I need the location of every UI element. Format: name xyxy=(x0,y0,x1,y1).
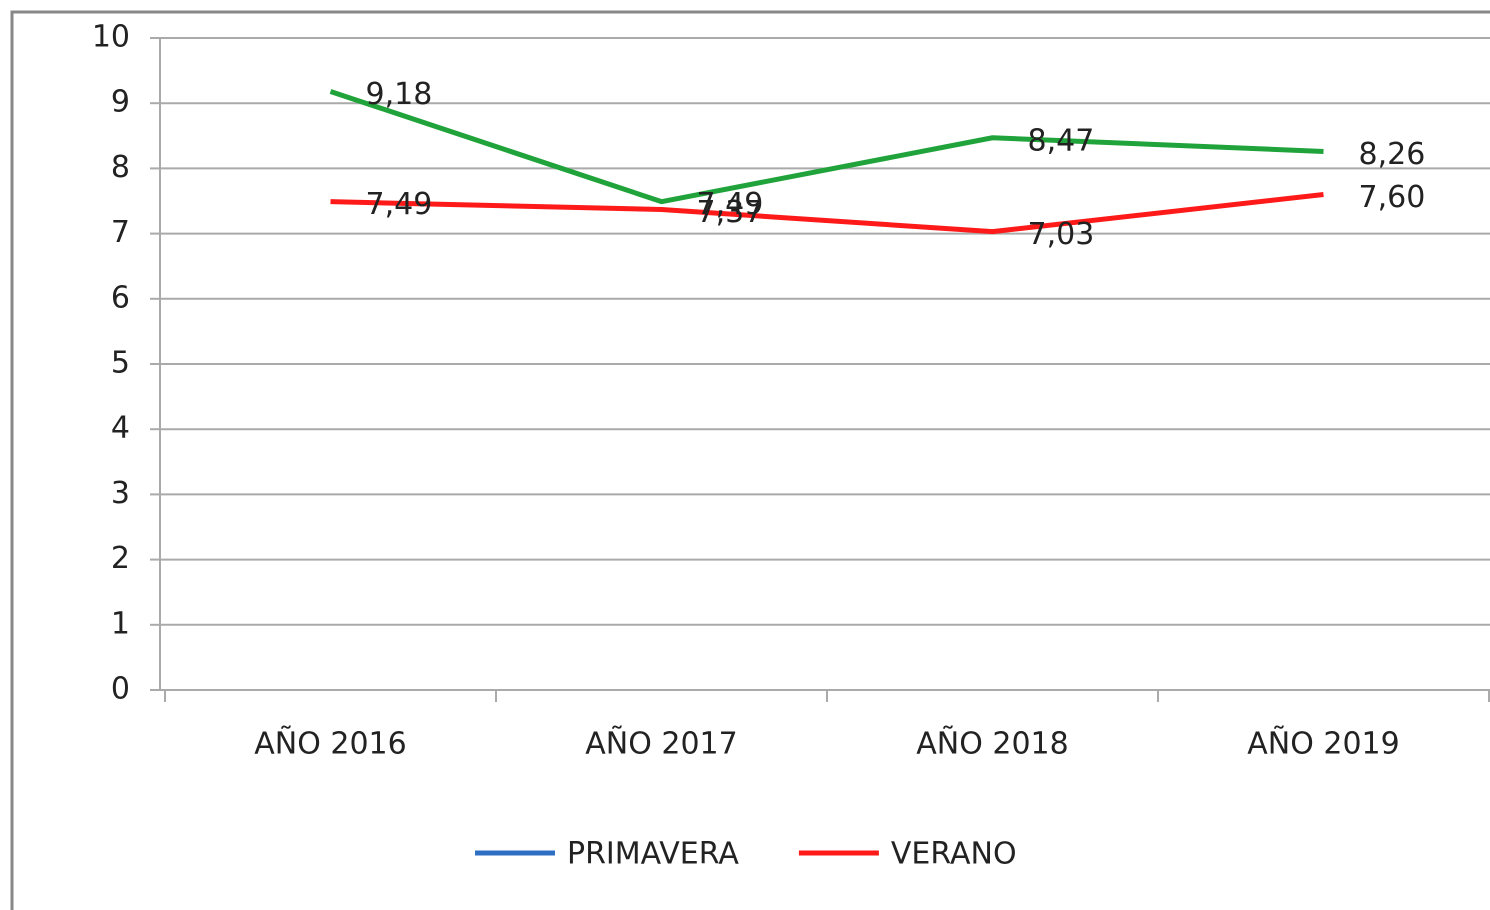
series-line xyxy=(329,89,1324,205)
y-tick-label: 2 xyxy=(111,541,130,576)
data-label: 7,49 xyxy=(366,187,433,222)
y-tick-label: 0 xyxy=(111,672,130,707)
data-label: 8,26 xyxy=(1359,137,1426,172)
data-label: 7,37 xyxy=(697,195,764,230)
data-label: 7,03 xyxy=(1028,217,1095,252)
y-tick-label: 1 xyxy=(111,606,130,641)
data-label: 7,60 xyxy=(1359,180,1426,215)
x-tick-label: AÑO 2019 xyxy=(1247,726,1399,762)
grid xyxy=(150,37,1490,702)
y-tick-label: 3 xyxy=(111,476,130,511)
x-tick-label: AÑO 2017 xyxy=(585,726,737,762)
chart-border xyxy=(10,10,1490,910)
y-tick-label: 4 xyxy=(111,411,130,446)
data-label: 8,47 xyxy=(1028,123,1095,158)
y-tick-label: 6 xyxy=(111,280,130,315)
y-tick-label: 5 xyxy=(111,346,130,381)
data-label: 9,18 xyxy=(366,77,433,112)
legend-label: VERANO xyxy=(891,837,1017,872)
x-tick-label: AÑO 2016 xyxy=(254,726,406,762)
x-tick-label: AÑO 2018 xyxy=(916,726,1068,762)
y-tick-label: 10 xyxy=(92,20,130,55)
y-tick-label: 8 xyxy=(111,150,130,185)
y-tick-label: 9 xyxy=(111,85,130,120)
series-line xyxy=(330,191,1324,235)
y-tick-label: 7 xyxy=(111,215,130,250)
data-label: 7,49 xyxy=(697,187,764,222)
plot: 9,187,498,47 8,267,49 7,377,037,60 xyxy=(329,77,1426,252)
legend-label: PRIMAVERA xyxy=(567,837,739,872)
